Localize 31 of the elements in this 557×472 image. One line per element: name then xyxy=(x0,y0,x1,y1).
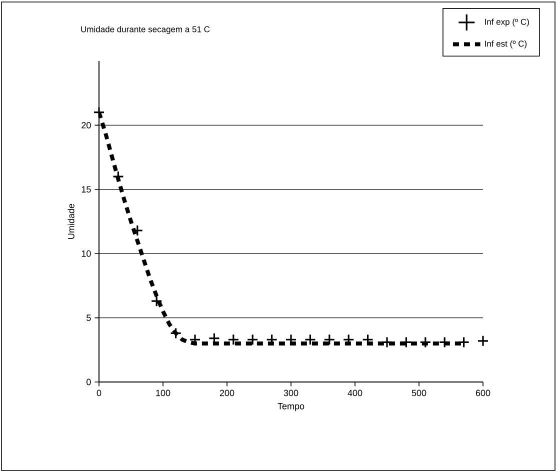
x-tick-label: 200 xyxy=(220,390,234,396)
legend-label: Inf est (º C) xyxy=(485,40,527,48)
x-tick-label: 600 xyxy=(476,390,490,396)
point xyxy=(458,336,470,348)
point xyxy=(381,336,393,348)
x-tick-label: 400 xyxy=(348,390,362,396)
legend-label: Inf exp (º C) xyxy=(485,18,529,27)
y-tick-label: 20 xyxy=(82,122,91,128)
point xyxy=(228,334,240,346)
point xyxy=(400,336,412,348)
point xyxy=(324,334,336,346)
point xyxy=(438,336,450,348)
chart-title: Umidade durante secagem a 51 C xyxy=(81,26,210,34)
y-tick-label: 15 xyxy=(82,186,91,193)
y-tick-label: 0 xyxy=(86,378,91,386)
y-tick-label: 5 xyxy=(86,314,91,321)
y-axis-title: Umidade xyxy=(68,204,74,239)
point xyxy=(132,224,144,236)
x-axis-title: Tempo xyxy=(278,403,304,412)
point xyxy=(93,106,105,118)
x-tick-label: 500 xyxy=(412,390,426,396)
y-tick-label: 10 xyxy=(82,250,91,257)
point xyxy=(304,334,316,346)
x-tick-label: 300 xyxy=(284,390,298,396)
point xyxy=(246,334,258,346)
point xyxy=(477,335,489,347)
point xyxy=(150,295,162,307)
x-tick-label: 100 xyxy=(156,390,170,396)
x-tick-label: 0 xyxy=(96,390,102,396)
point xyxy=(420,336,432,348)
point xyxy=(170,327,182,340)
